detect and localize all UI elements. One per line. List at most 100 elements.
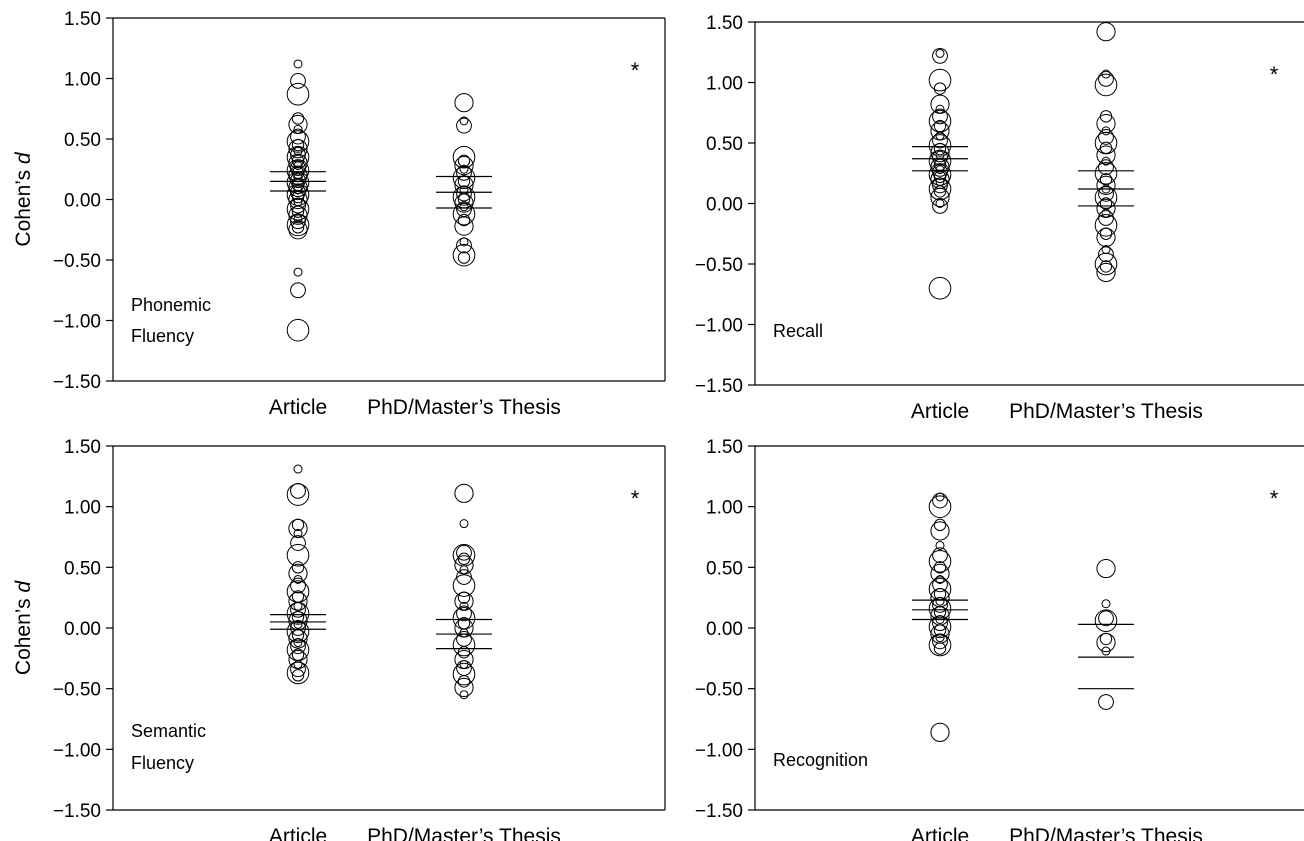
y-tick-label: 0.00	[64, 619, 101, 640]
data-point	[454, 677, 474, 698]
x-tick-label: Article	[269, 396, 327, 419]
data-point	[286, 543, 310, 567]
data-point	[1099, 260, 1113, 273]
y-tick-label: −0.50	[695, 255, 743, 276]
data-point	[1098, 70, 1114, 87]
y-tick-label: −1.00	[53, 740, 101, 761]
significance-asterisk: *	[631, 58, 640, 83]
data-point	[290, 282, 306, 299]
data-point	[452, 662, 476, 686]
data-point	[1094, 161, 1118, 185]
data-point	[293, 214, 303, 224]
y-tick-label: −0.50	[53, 251, 101, 272]
data-point	[454, 483, 474, 503]
data-point	[457, 552, 471, 566]
data-point	[1096, 558, 1116, 579]
panel-label: Fluency	[131, 753, 194, 773]
data-point	[1099, 110, 1113, 123]
data-point	[935, 199, 945, 208]
data-point	[928, 577, 952, 601]
data-point	[452, 243, 476, 267]
y-tick-label: −0.50	[53, 680, 101, 701]
data-point	[293, 185, 303, 195]
panel-1: 1.50 1.00 0.50 0.00 −0.50 −1.00 −1.50 Cohen’s d…	[12, 9, 666, 419]
data-point	[932, 547, 948, 564]
data-point	[935, 165, 945, 175]
data-point	[932, 132, 948, 149]
data-point	[293, 528, 303, 538]
data-point	[930, 521, 950, 541]
data-point	[459, 628, 469, 638]
data-point	[459, 601, 469, 611]
data-point	[286, 318, 310, 342]
data-point	[290, 160, 306, 176]
data-point	[1101, 208, 1111, 218]
data-point	[288, 563, 308, 584]
data-point	[452, 543, 476, 567]
data-point	[288, 177, 308, 197]
data-point	[290, 482, 306, 499]
data-point	[288, 591, 308, 611]
data-point	[928, 276, 952, 300]
data-point	[930, 563, 950, 584]
y-tick-label: −1.00	[695, 316, 743, 337]
data-point	[932, 164, 948, 180]
x-tick-label: PhD/Master’s Thesis	[1009, 825, 1203, 841]
y-tick-label: −0.50	[695, 680, 743, 701]
data-point	[288, 518, 308, 539]
data-point	[933, 642, 947, 655]
data-point	[288, 629, 308, 649]
data-point	[1094, 213, 1118, 237]
data-point	[928, 149, 952, 173]
data-point	[286, 661, 310, 685]
data-point	[454, 93, 474, 113]
data-point	[286, 620, 310, 643]
data-point	[293, 124, 303, 134]
data-point	[286, 145, 310, 169]
y-tick-label: −1.50	[695, 376, 743, 397]
data-point	[286, 213, 310, 237]
data-point	[930, 157, 950, 177]
data-point	[1096, 262, 1116, 283]
data-point	[454, 156, 474, 176]
data-point	[1101, 69, 1111, 79]
data-point	[932, 198, 948, 214]
y-tick-label: 0.00	[64, 191, 101, 212]
data-point	[288, 139, 308, 159]
y-tick-label: −1.50	[695, 801, 743, 822]
y-axis-title-symbol: d	[12, 580, 35, 593]
data-point	[454, 193, 474, 213]
data-point	[928, 633, 952, 657]
data-point	[456, 164, 472, 181]
data-point	[293, 464, 303, 474]
data-point	[1096, 175, 1116, 195]
data-point	[1098, 610, 1114, 627]
panel-label: Phonemic	[131, 295, 211, 315]
y-tick-label: −1.00	[53, 312, 101, 333]
data-point	[290, 184, 306, 201]
data-point	[1101, 599, 1111, 609]
y-tick-label: 1.50	[706, 437, 743, 458]
data-point	[1094, 186, 1118, 209]
panel-label: Recall	[773, 321, 823, 341]
data-point	[1096, 227, 1116, 247]
data-point	[1101, 646, 1111, 656]
significance-asterisk: *	[631, 486, 640, 511]
data-point	[1099, 173, 1113, 186]
data-point	[452, 185, 476, 209]
data-point	[932, 576, 948, 593]
y-tick-label: 0.50	[64, 558, 101, 579]
y-tick-label: 1.00	[64, 70, 101, 91]
x-tick-label: Article	[269, 825, 327, 841]
x-tick-label: PhD/Master’s Thesis	[367, 825, 561, 841]
data-point	[288, 205, 308, 225]
data-point	[286, 580, 310, 603]
x-tick-label: PhD/Master’s Thesis	[1009, 400, 1203, 423]
data-point	[1096, 114, 1116, 134]
y-tick-label: 1.00	[706, 74, 743, 95]
y-axis-title: Cohen’s d	[12, 580, 35, 676]
data-point	[452, 166, 476, 190]
data-point	[291, 669, 305, 682]
data-point	[293, 161, 303, 171]
y-tick-label: 1.50	[64, 437, 101, 458]
